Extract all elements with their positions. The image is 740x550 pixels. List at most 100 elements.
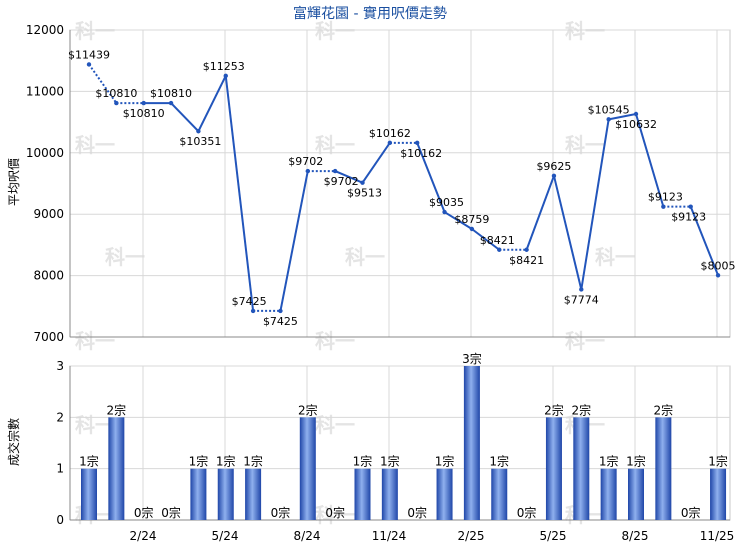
data-label: $10545 (588, 103, 630, 116)
data-point (688, 204, 693, 209)
bar-value-label: 2宗 (654, 402, 674, 417)
data-label: $9702 (324, 175, 359, 188)
line-series: $11439 $10810 $10810 $10810 $10351 $11253 $742… (68, 48, 736, 327)
bar (81, 468, 97, 520)
data-point (633, 111, 639, 117)
watermark-text: 科一 (315, 133, 355, 157)
data-point (579, 287, 584, 292)
bar-value-label: 0宗 (407, 505, 427, 520)
x-tick-label: 2/24 (130, 529, 157, 543)
data-point (278, 308, 283, 314)
data-point (497, 247, 502, 252)
bar (628, 468, 644, 520)
watermark-text: 科一 (565, 329, 605, 353)
bar-value-label: 2宗 (571, 402, 591, 417)
data-point (250, 308, 256, 314)
watermark-text: 科一 (565, 133, 605, 157)
watermark-text: 科一 (105, 245, 145, 269)
data-point (524, 247, 529, 252)
bar-value-label: 0宗 (134, 505, 154, 520)
bar-value-label: 1宗 (489, 454, 509, 469)
bar-value-label: 0宗 (161, 505, 181, 520)
data-label: $7774 (564, 293, 599, 306)
x-tick-label: 11/25 (700, 529, 735, 543)
bar-value-label: 1宗 (626, 454, 646, 469)
bar-value-label: 1宗 (243, 454, 263, 469)
bar-value-label: 0宗 (681, 505, 701, 520)
data-point (606, 117, 611, 122)
data-point (141, 100, 146, 106)
bar (545, 417, 562, 520)
bar (245, 468, 262, 520)
data-point (360, 180, 365, 185)
line-segment (471, 228, 500, 251)
y-tick-label: 8000 (33, 269, 64, 283)
data-label: $8421 (480, 234, 515, 247)
watermark-text: 科一 (315, 413, 355, 437)
data-point (551, 173, 557, 179)
data-point (196, 129, 201, 134)
bar (573, 417, 590, 520)
bar (217, 468, 234, 520)
bar-value-label: 1宗 (79, 454, 99, 469)
line-segment (444, 211, 473, 230)
line-chart-grid: 7000 8000 9000 10000 11000 12000 (26, 23, 731, 344)
y-tick-label: 7000 (33, 330, 64, 344)
y-tick-label: 1 (56, 462, 64, 476)
line-segment (608, 113, 637, 121)
line-segment (635, 113, 665, 207)
data-label: $9702 (288, 155, 323, 168)
line-segment (689, 206, 719, 276)
data-label: $10810 (123, 107, 165, 120)
data-point (387, 140, 393, 146)
bar-value-label: 0宗 (517, 505, 537, 520)
bar (299, 417, 316, 520)
bar (190, 468, 207, 520)
bar-value-label: 0宗 (325, 505, 345, 520)
bar (600, 468, 617, 520)
data-point (442, 209, 447, 215)
bar (463, 366, 480, 520)
line-y-axis-label: 平均呎價 (7, 158, 21, 206)
bar-value-label: 2宗 (107, 402, 127, 417)
data-label: $11253 (203, 60, 245, 73)
bar (354, 468, 371, 520)
bar (108, 417, 125, 520)
data-point (332, 168, 338, 174)
watermark-text: 科一 (595, 245, 635, 269)
watermark-text: 科一 (315, 19, 355, 43)
x-tick-label: 11/24 (372, 529, 407, 543)
x-tick-label: 8/24 (294, 529, 321, 543)
y-tick-label: 10000 (26, 146, 64, 160)
line-segment (552, 175, 583, 290)
data-label: $10810 (95, 87, 137, 100)
data-label: $10162 (400, 147, 442, 160)
bar-value-label: 1宗 (353, 454, 373, 469)
line-plot-frame (69, 29, 731, 338)
data-label: $9625 (536, 160, 571, 173)
watermark-text: 科一 (565, 19, 605, 43)
data-point (114, 100, 119, 106)
bar-value-label: 1宗 (708, 454, 728, 469)
data-point (305, 168, 310, 174)
watermark-text: 科一 (315, 329, 355, 353)
chart-title: 富輝花園 - 實用呎價走勢 (293, 5, 447, 22)
data-label: $8759 (454, 213, 489, 226)
bar-value-label: 2宗 (298, 402, 318, 417)
data-label: $9513 (347, 187, 382, 200)
data-label: $9123 (648, 191, 683, 204)
bar (710, 468, 727, 520)
y-tick-label: 12000 (26, 23, 64, 37)
y-tick-label: 2 (56, 410, 64, 424)
bar (491, 468, 508, 520)
bar-value-label: 1宗 (599, 454, 619, 469)
bar-value-label: 3宗 (462, 351, 482, 366)
bar (381, 468, 398, 520)
line-segment (279, 170, 309, 312)
bar-value-label: 1宗 (435, 454, 455, 469)
data-point (223, 73, 228, 79)
line-segment (170, 102, 200, 132)
bar-value-label: 0宗 (271, 505, 291, 520)
watermark-text: 科一 (75, 133, 115, 157)
